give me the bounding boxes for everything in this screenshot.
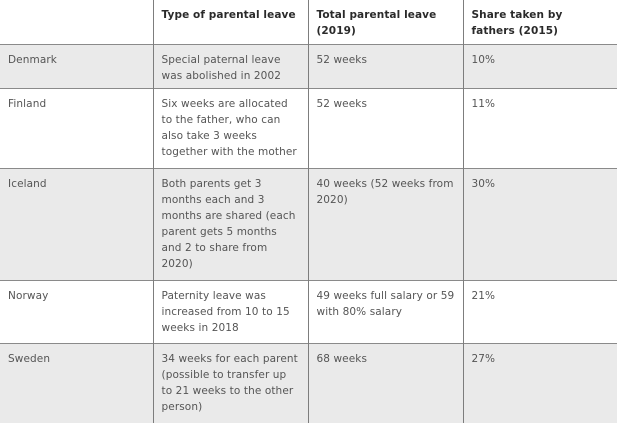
cell-share: 30%	[462, 168, 617, 280]
cell-country: Finland	[0, 88, 153, 168]
table-row: Sweden 34 weeks for each parent (possibl…	[0, 343, 617, 423]
cell-total: 52 weeks	[307, 88, 463, 168]
cell-country: Sweden	[0, 343, 153, 423]
cell-total: 40 weeks (52 weeks from 2020)	[307, 168, 463, 280]
cell-type: Special paternal leave was abolished in …	[152, 44, 308, 88]
cell-total: 52 weeks	[307, 44, 463, 88]
cell-share: 11%	[462, 88, 617, 168]
cell-country: Iceland	[0, 168, 153, 280]
cell-type: Paternity leave was increased from 10 to…	[152, 280, 308, 343]
header-country	[0, 0, 153, 44]
table-row: Denmark Special paternal leave was aboli…	[0, 44, 617, 88]
table-row: Iceland Both parents get 3 months each a…	[0, 168, 617, 280]
cell-total: 68 weeks	[307, 343, 463, 423]
table-header-row: Type of parental leave Total parental le…	[0, 0, 617, 44]
cell-country: Norway	[0, 280, 153, 343]
cell-share: 10%	[462, 44, 617, 88]
cell-country: Denmark	[0, 44, 153, 88]
cell-total: 49 weeks full salary or 59 with 80% sala…	[307, 280, 463, 343]
cell-type: Six weeks are allocated to the father, w…	[152, 88, 308, 168]
cell-share: 27%	[462, 343, 617, 423]
header-total-leave: Total parental leave (2019)	[307, 0, 463, 44]
header-share-fathers: Share taken by fathers (2015)	[462, 0, 617, 44]
cell-type: Both parents get 3 months each and 3 mon…	[152, 168, 308, 280]
table-row: Norway Paternity leave was increased fro…	[0, 280, 617, 343]
header-type-of-leave: Type of parental leave	[152, 0, 308, 44]
table-row: Finland Six weeks are allocated to the f…	[0, 88, 617, 168]
cell-share: 21%	[462, 280, 617, 343]
cell-type: 34 weeks for each parent (possible to tr…	[152, 343, 308, 423]
